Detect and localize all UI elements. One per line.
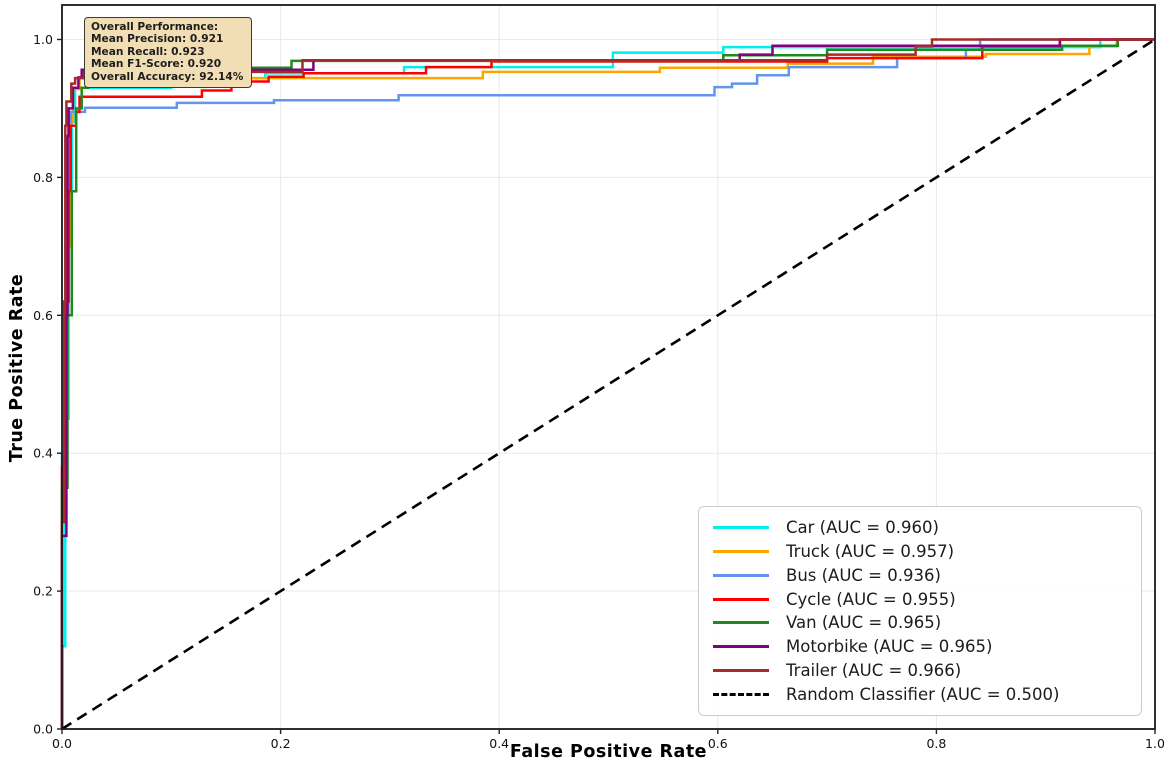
- legend-item-trailer: Trailer (AUC = 0.966): [713, 659, 1127, 683]
- y-tick-label: 0.2: [33, 584, 53, 599]
- legend-swatch-truck: [713, 550, 769, 554]
- legend-label: Cycle (AUC = 0.955): [786, 589, 956, 609]
- x-tick-label: 0.8: [926, 736, 946, 751]
- axes-spines: [61, 4, 1156, 730]
- x-tick-label: 0.4: [489, 736, 509, 751]
- legend-item-cycle: Cycle (AUC = 0.955): [713, 587, 1127, 611]
- annotation-line: Mean Recall: 0.923: [91, 45, 205, 58]
- y-tick-label: 0.8: [33, 170, 53, 185]
- legend-item-truck: Truck (AUC = 0.957): [713, 540, 1127, 564]
- x-tick-label: 1.0: [1145, 736, 1165, 751]
- y-tick-label: 0.0: [33, 722, 53, 737]
- annotation-line: Mean Precision: 0.921: [91, 33, 224, 46]
- legend-label: Truck (AUC = 0.957): [786, 542, 955, 562]
- annotation-line: Overall Accuracy: 92.14%: [91, 70, 244, 83]
- legend-swatch-trailer: [713, 668, 769, 672]
- legend-label: Random Classifier (AUC = 0.500): [786, 684, 1060, 704]
- legend-label: Van (AUC = 0.965): [786, 613, 942, 633]
- x-tick-label: 0.0: [52, 736, 72, 751]
- y-tick-label: 0.4: [33, 446, 53, 461]
- y-tick-label: 0.6: [33, 308, 53, 323]
- legend-label: Trailer (AUC = 0.966): [786, 660, 962, 680]
- legend-swatch-random-classifier: [713, 692, 769, 696]
- x-tick-label: 0.6: [708, 736, 728, 751]
- overall-performance-annotation: Overall Performance: Mean Precision: 0.9…: [84, 17, 252, 89]
- legend-swatch-van: [713, 621, 769, 625]
- annotation-line: Overall Performance:: [91, 21, 219, 33]
- legend-swatch-cycle: [713, 597, 769, 601]
- legend-item-car: Car (AUC = 0.960): [713, 516, 1127, 540]
- legend-item-motorbike: Motorbike (AUC = 0.965): [713, 635, 1127, 659]
- legend-label: Car (AUC = 0.960): [786, 518, 939, 538]
- y-tick-label: 1.0: [33, 32, 53, 47]
- x-axis-label: False Positive Rate: [509, 742, 708, 762]
- legend-item-random-classifier: Random Classifier (AUC = 0.500): [713, 682, 1127, 706]
- x-tick-label: 0.2: [271, 736, 291, 751]
- roc-curve-trailer: [60, 38, 1155, 729]
- legend-item-van: Van (AUC = 0.965): [713, 611, 1127, 635]
- legend-item-bus: Bus (AUC = 0.936): [713, 564, 1127, 588]
- legend: Car (AUC = 0.960) Truck (AUC = 0.957) Bus …: [698, 506, 1142, 716]
- legend-label: Bus (AUC = 0.936): [786, 565, 941, 585]
- y-axis-label: True Positive Rate: [7, 273, 27, 463]
- legend-swatch-car: [713, 526, 769, 530]
- legend-swatch-motorbike: [713, 645, 769, 649]
- legend-swatch-bus: [713, 573, 769, 577]
- legend-label: Motorbike (AUC = 0.965): [786, 637, 993, 657]
- annotation-line: Mean F1-Score: 0.920: [91, 58, 222, 71]
